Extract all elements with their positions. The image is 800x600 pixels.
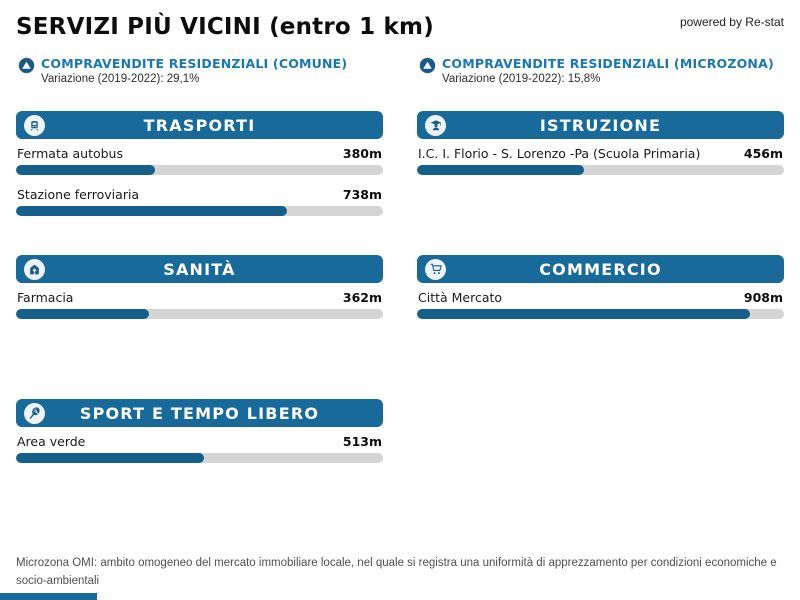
shopping-cart-icon <box>425 258 446 280</box>
item-distance: 380m <box>342 146 382 161</box>
item-label: I.C. I. Florio - S. Lorenzo -Pa (Scuola … <box>418 146 701 161</box>
distance-item: Città Mercato 908m <box>417 290 784 319</box>
panel-commercio-title: COMMERCIO <box>539 259 662 279</box>
item-label: Farmacia <box>17 290 74 305</box>
stat-comune-label: COMPRAVENDITE RESIDENZIALI (COMUNE) <box>41 56 348 71</box>
distance-bar-track <box>16 165 383 175</box>
empty-grid-cell <box>417 399 784 543</box>
distance-bar-fill <box>16 165 156 175</box>
panel-sport-title: SPORT E TEMPO LIBERO <box>79 403 320 423</box>
panel-trasporti-title: TRASPORTI <box>143 115 256 135</box>
item-distance: 908m <box>743 290 783 305</box>
page-title: SERVIZI PIÙ VICINI (entro 1 km) <box>16 14 434 40</box>
panel-trasporti: TRASPORTI Fermata autobus 380m Stazione … <box>16 111 383 255</box>
panel-istruzione-title: ISTRUZIONE <box>539 115 662 135</box>
item-distance: 513m <box>342 434 382 449</box>
distance-bar-fill <box>16 453 205 463</box>
distance-bar-fill <box>417 309 751 319</box>
panel-commercio: COMMERCIO Città Mercato 908m <box>417 255 784 399</box>
distance-bar-fill <box>16 206 287 216</box>
distance-item: Stazione ferroviaria 738m <box>16 187 383 216</box>
distance-item: I.C. I. Florio - S. Lorenzo -Pa (Scuola … <box>417 146 784 175</box>
panel-istruzione: ISTRUZIONE I.C. I. Florio - S. Lorenzo -… <box>417 111 784 255</box>
item-label: Fermata autobus <box>17 146 123 161</box>
distance-bar-track <box>16 309 383 319</box>
stat-text: COMPRAVENDITE RESIDENZIALI (COMUNE) Vari… <box>41 56 347 85</box>
stat-text: COMPRAVENDITE RESIDENZIALI (MICROZONA) V… <box>442 56 774 85</box>
hospital-icon <box>24 258 45 280</box>
distance-item: Area verde 513m <box>16 434 383 463</box>
distance-bar-fill <box>16 309 149 319</box>
panel-trasporti-header: TRASPORTI <box>16 111 383 139</box>
panel-sanita-header: SANITÀ <box>16 255 383 283</box>
panel-sport: SPORT E TEMPO LIBERO Area verde 513m <box>16 399 383 543</box>
panel-sanita: SANITÀ Farmacia 362m <box>16 255 383 399</box>
distance-bar-fill <box>417 165 585 175</box>
stat-comune-variation: Variazione (2019-2022): 29,1% <box>41 73 200 85</box>
distance-bar-track <box>16 206 383 216</box>
item-distance: 362m <box>342 290 382 305</box>
panel-istruzione-header: ISTRUZIONE <box>417 111 784 139</box>
service-panels-grid: TRASPORTI Fermata autobus 380m Stazione … <box>16 111 784 543</box>
panel-sanita-title: SANITÀ <box>163 259 236 279</box>
item-label: Stazione ferroviaria <box>17 187 140 202</box>
clipped-section-bar <box>0 593 97 600</box>
distance-bar-track <box>417 165 784 175</box>
tennis-racket-icon <box>24 402 45 424</box>
stat-microzona-label: COMPRAVENDITE RESIDENZIALI (MICROZONA) <box>442 56 774 71</box>
panel-commercio-header: COMMERCIO <box>417 255 784 283</box>
distance-bar-track <box>16 453 383 463</box>
item-distance: 738m <box>342 187 382 202</box>
train-icon <box>24 114 45 136</box>
trend-up-circle-icon <box>18 57 35 74</box>
microzona-note: Microzona OMI: ambito omogeneo del merca… <box>16 557 777 587</box>
trend-up-circle-icon <box>419 57 436 74</box>
stat-microzona-variation: Variazione (2019-2022): 15,8% <box>442 73 601 85</box>
item-label: Area verde <box>17 434 86 449</box>
distance-bar-track <box>417 309 784 319</box>
stat-microzona: COMPRAVENDITE RESIDENZIALI (MICROZONA) V… <box>417 56 784 85</box>
top-header: SERVIZI PIÙ VICINI (entro 1 km) powered … <box>16 12 784 40</box>
powered-by-label: powered by Re-stat <box>679 15 784 29</box>
stat-comune: COMPRAVENDITE RESIDENZIALI (COMUNE) Vari… <box>16 56 383 85</box>
graduation-cap-icon <box>425 114 446 136</box>
item-distance: 456m <box>743 146 783 161</box>
panel-sport-header: SPORT E TEMPO LIBERO <box>16 399 383 427</box>
stats-row: COMPRAVENDITE RESIDENZIALI (COMUNE) Vari… <box>16 56 784 85</box>
distance-item: Fermata autobus 380m <box>16 146 383 175</box>
item-label: Città Mercato <box>418 290 503 305</box>
distance-item: Farmacia 362m <box>16 290 383 319</box>
